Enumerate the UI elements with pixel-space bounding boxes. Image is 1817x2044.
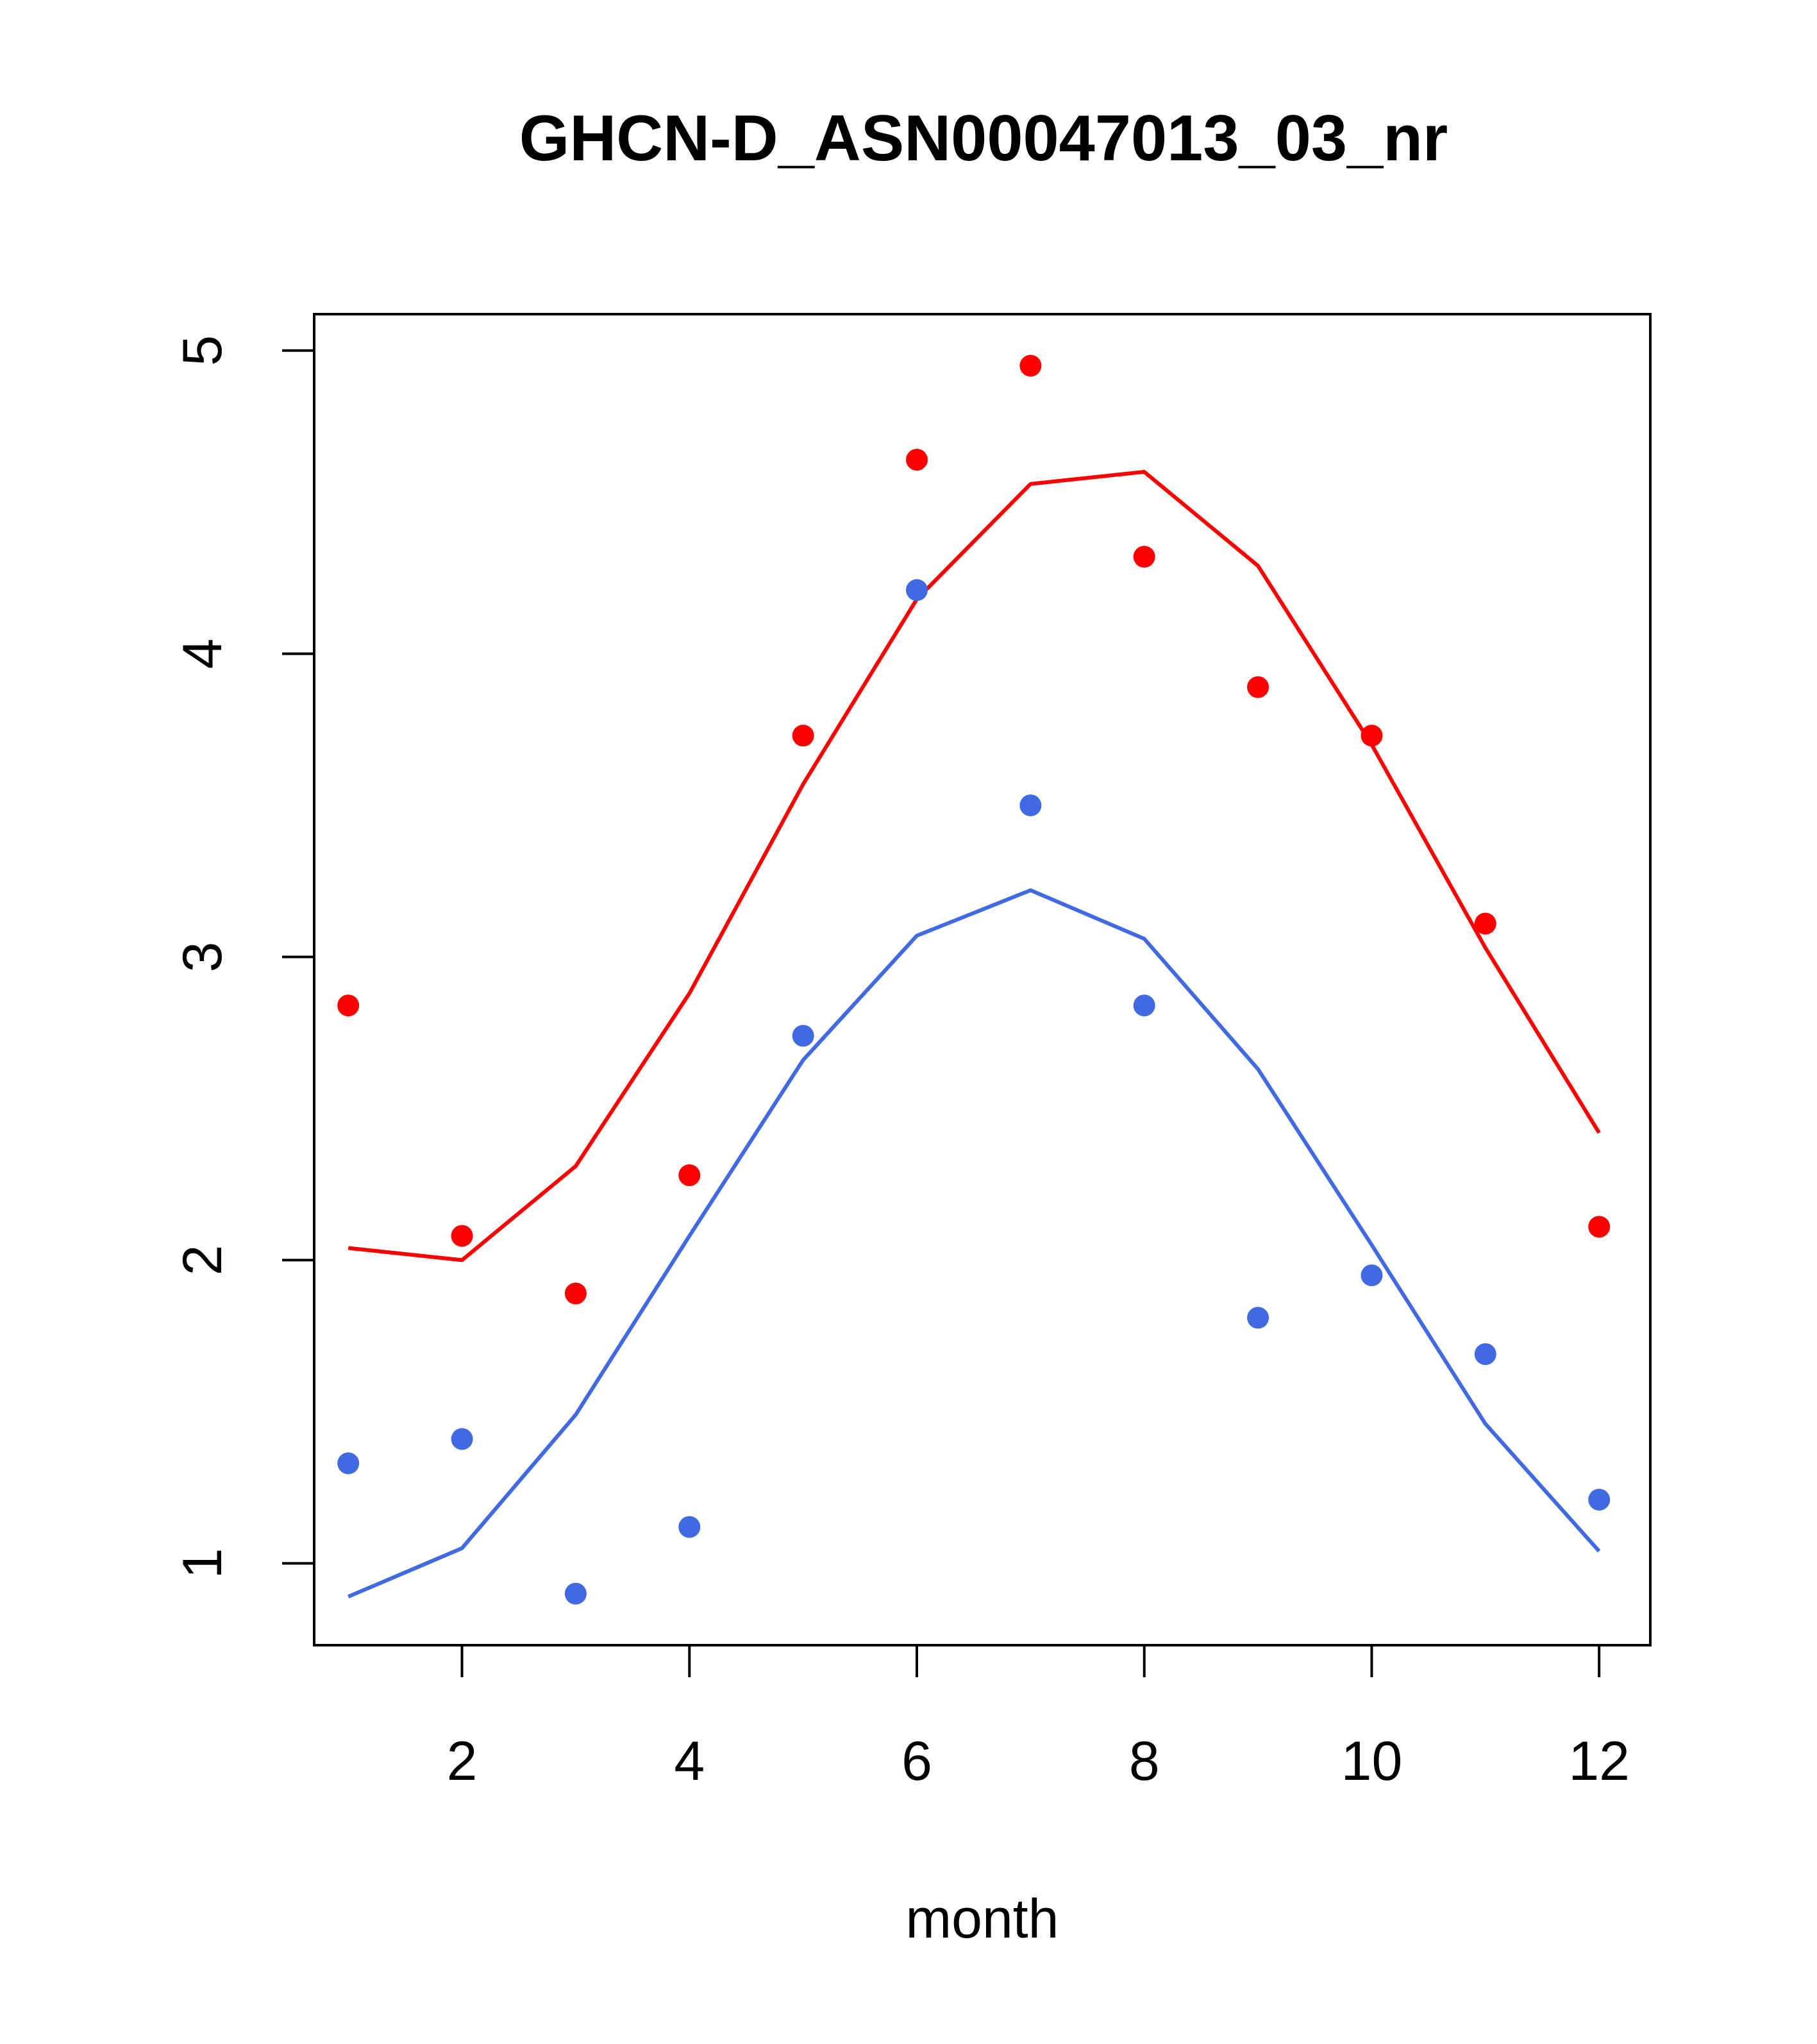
red-data-point [1474, 912, 1496, 935]
blue-data-point [1361, 1264, 1383, 1287]
y-tick-label: 3 [172, 942, 233, 973]
blue-data-point [337, 1452, 360, 1475]
blue-data-point [564, 1582, 587, 1605]
red-data-point [1588, 1216, 1611, 1238]
red-data-point [678, 1164, 701, 1186]
red-data-point [1361, 725, 1383, 747]
red-data-point [337, 994, 360, 1017]
blue-data-point [1247, 1307, 1269, 1329]
red-data-point [564, 1282, 587, 1305]
y-tick-label: 1 [172, 1548, 233, 1579]
chart-title: GHCN-D_ASN00047013_03_nr [519, 103, 1448, 174]
x-tick-label: 8 [1129, 1730, 1160, 1792]
series-lines [347, 469, 1601, 1599]
blue-data-point [1133, 994, 1155, 1017]
y-tick-label: 5 [172, 335, 233, 366]
blue-data-point [1474, 1343, 1496, 1365]
y-tick-label: 4 [172, 639, 233, 669]
red-data-point [1019, 355, 1042, 377]
blue-data-point [451, 1428, 473, 1450]
y-tick-label: 2 [172, 1245, 233, 1276]
blue-data-point [906, 579, 928, 601]
x-tick-label: 2 [447, 1730, 478, 1792]
blue-data-point [792, 1025, 814, 1047]
blue-data-point [678, 1516, 701, 1538]
blue-data-point [1019, 794, 1042, 817]
red-data-point [906, 449, 928, 471]
blue-fit-line [347, 888, 1601, 1599]
red-data-point [451, 1225, 473, 1247]
x-tick-label: 6 [901, 1730, 932, 1792]
x-axis-label: month [905, 1888, 1059, 1950]
red-data-point [1247, 676, 1269, 698]
plot-area [313, 313, 1652, 1646]
x-axis: 2 4 6 8 10 12 [447, 1644, 1630, 1792]
red-data-point [1133, 546, 1155, 568]
red-fit-line [347, 469, 1601, 1262]
blue-data-point [1588, 1489, 1611, 1511]
series-points [337, 355, 1611, 1605]
y-axis: 1 2 3 4 5 [172, 335, 315, 1579]
x-tick-label: 10 [1341, 1730, 1403, 1792]
red-data-point [792, 725, 814, 747]
plot-frame [313, 313, 1652, 1646]
x-tick-label: 12 [1568, 1730, 1630, 1792]
x-tick-label: 4 [674, 1730, 705, 1792]
